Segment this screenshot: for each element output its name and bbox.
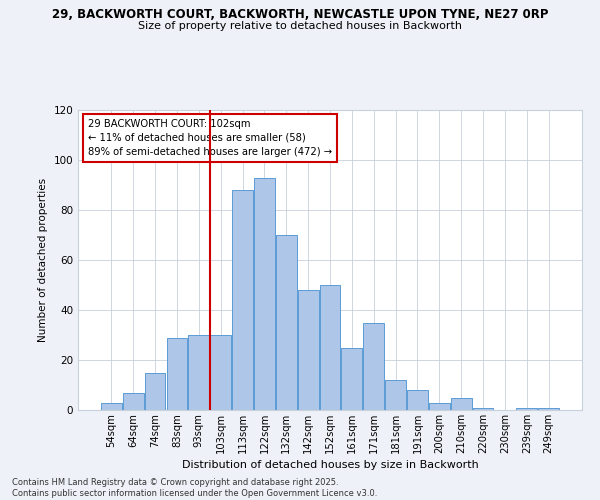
Bar [298, 290, 319, 410]
Bar [101, 402, 122, 410]
Bar [232, 190, 253, 410]
Bar [276, 235, 296, 410]
Bar [538, 408, 559, 410]
Text: 29, BACKWORTH COURT, BACKWORTH, NEWCASTLE UPON TYNE, NE27 0RP: 29, BACKWORTH COURT, BACKWORTH, NEWCASTL… [52, 8, 548, 20]
Text: 29 BACKWORTH COURT: 102sqm
← 11% of detached houses are smaller (58)
89% of semi: 29 BACKWORTH COURT: 102sqm ← 11% of deta… [88, 119, 332, 157]
Bar [167, 338, 187, 410]
Bar [254, 178, 275, 410]
Bar [429, 402, 450, 410]
Text: Distribution of detached houses by size in Backworth: Distribution of detached houses by size … [182, 460, 478, 470]
Text: Size of property relative to detached houses in Backworth: Size of property relative to detached ho… [138, 21, 462, 31]
Text: Contains HM Land Registry data © Crown copyright and database right 2025.
Contai: Contains HM Land Registry data © Crown c… [12, 478, 377, 498]
Bar [188, 335, 209, 410]
Bar [385, 380, 406, 410]
Bar [473, 408, 493, 410]
Bar [123, 392, 143, 410]
Bar [145, 372, 166, 410]
Bar [451, 398, 472, 410]
Y-axis label: Number of detached properties: Number of detached properties [38, 178, 48, 342]
Bar [341, 348, 362, 410]
Bar [210, 335, 231, 410]
Bar [320, 285, 340, 410]
Bar [517, 408, 537, 410]
Bar [407, 390, 428, 410]
Bar [364, 322, 384, 410]
